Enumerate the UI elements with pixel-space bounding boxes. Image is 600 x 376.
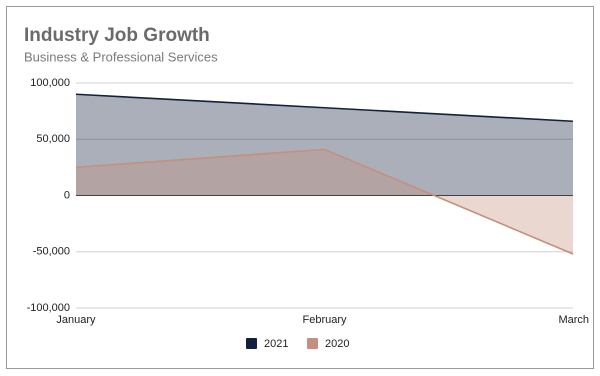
x-tick-label: March (558, 314, 589, 326)
area-fill (76, 149, 573, 254)
x-tick-label: February (302, 314, 347, 326)
chart-subtitle: Business & Professional Services (24, 49, 218, 64)
area-fill (76, 94, 573, 196)
y-tick-label: -100,000 (27, 302, 70, 314)
y-tick-label: 0 (64, 189, 70, 201)
legend-label: 2021 (264, 338, 288, 350)
y-tick-label: 100,000 (30, 77, 70, 89)
y-tick-label: -50,000 (33, 246, 70, 258)
legend-swatch (307, 338, 318, 349)
y-tick-label: 50,000 (36, 133, 70, 145)
legend-label: 2020 (325, 338, 349, 350)
legend-swatch (246, 338, 257, 349)
chart-title: Industry Job Growth (24, 25, 210, 46)
x-tick-label: January (56, 314, 96, 326)
area-line (75, 148, 574, 255)
area-line (75, 93, 574, 123)
